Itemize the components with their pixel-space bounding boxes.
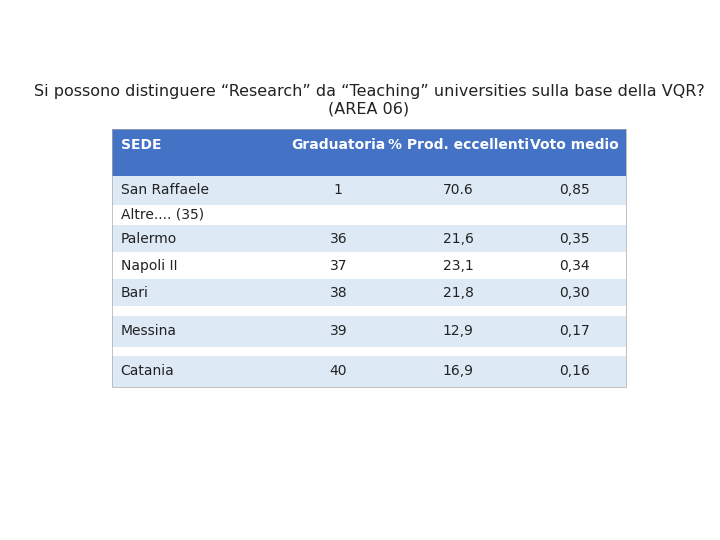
Text: Altre.... (35): Altre.... (35): [121, 208, 204, 222]
Text: 0,17: 0,17: [559, 324, 590, 338]
Bar: [112, 205, 626, 225]
Text: 0,16: 0,16: [559, 364, 590, 379]
Text: Si possono distinguere “Research” da “Teaching” universities sulla base della VQ: Si possono distinguere “Research” da “Te…: [34, 84, 704, 99]
Text: 23,1: 23,1: [443, 259, 474, 273]
Bar: [112, 129, 626, 387]
Text: 21,6: 21,6: [443, 232, 474, 246]
Text: Voto medio: Voto medio: [530, 138, 618, 152]
Text: % Prod. eccellenti: % Prod. eccellenti: [388, 138, 528, 152]
Text: Catania: Catania: [121, 364, 174, 379]
Bar: [112, 129, 626, 160]
Text: 36: 36: [330, 232, 347, 246]
Text: Napoli II: Napoli II: [121, 259, 177, 273]
Text: Graduatoria: Graduatoria: [291, 138, 385, 152]
Text: 12,9: 12,9: [443, 324, 474, 338]
Bar: [112, 160, 626, 176]
Text: 21,8: 21,8: [443, 286, 474, 300]
Text: Messina: Messina: [121, 324, 176, 338]
Bar: [112, 252, 626, 279]
Text: San Raffaele: San Raffaele: [121, 184, 209, 198]
Text: 0,30: 0,30: [559, 286, 590, 300]
Bar: [112, 176, 626, 205]
Bar: [112, 356, 626, 387]
Text: 1: 1: [334, 184, 343, 198]
Text: Palermo: Palermo: [121, 232, 177, 246]
Text: 38: 38: [330, 286, 347, 300]
Text: (AREA 06): (AREA 06): [328, 102, 410, 117]
Text: SEDE: SEDE: [121, 138, 161, 152]
Text: 0,34: 0,34: [559, 259, 590, 273]
Text: 0,35: 0,35: [559, 232, 590, 246]
Bar: [112, 315, 626, 347]
Text: 0,85: 0,85: [559, 184, 590, 198]
Bar: [112, 279, 626, 306]
Text: 40: 40: [330, 364, 347, 379]
Text: Bari: Bari: [121, 286, 148, 300]
Bar: [112, 225, 626, 252]
Text: 16,9: 16,9: [443, 364, 474, 379]
Text: 39: 39: [330, 324, 347, 338]
Text: 37: 37: [330, 259, 347, 273]
Text: 70.6: 70.6: [443, 184, 474, 198]
